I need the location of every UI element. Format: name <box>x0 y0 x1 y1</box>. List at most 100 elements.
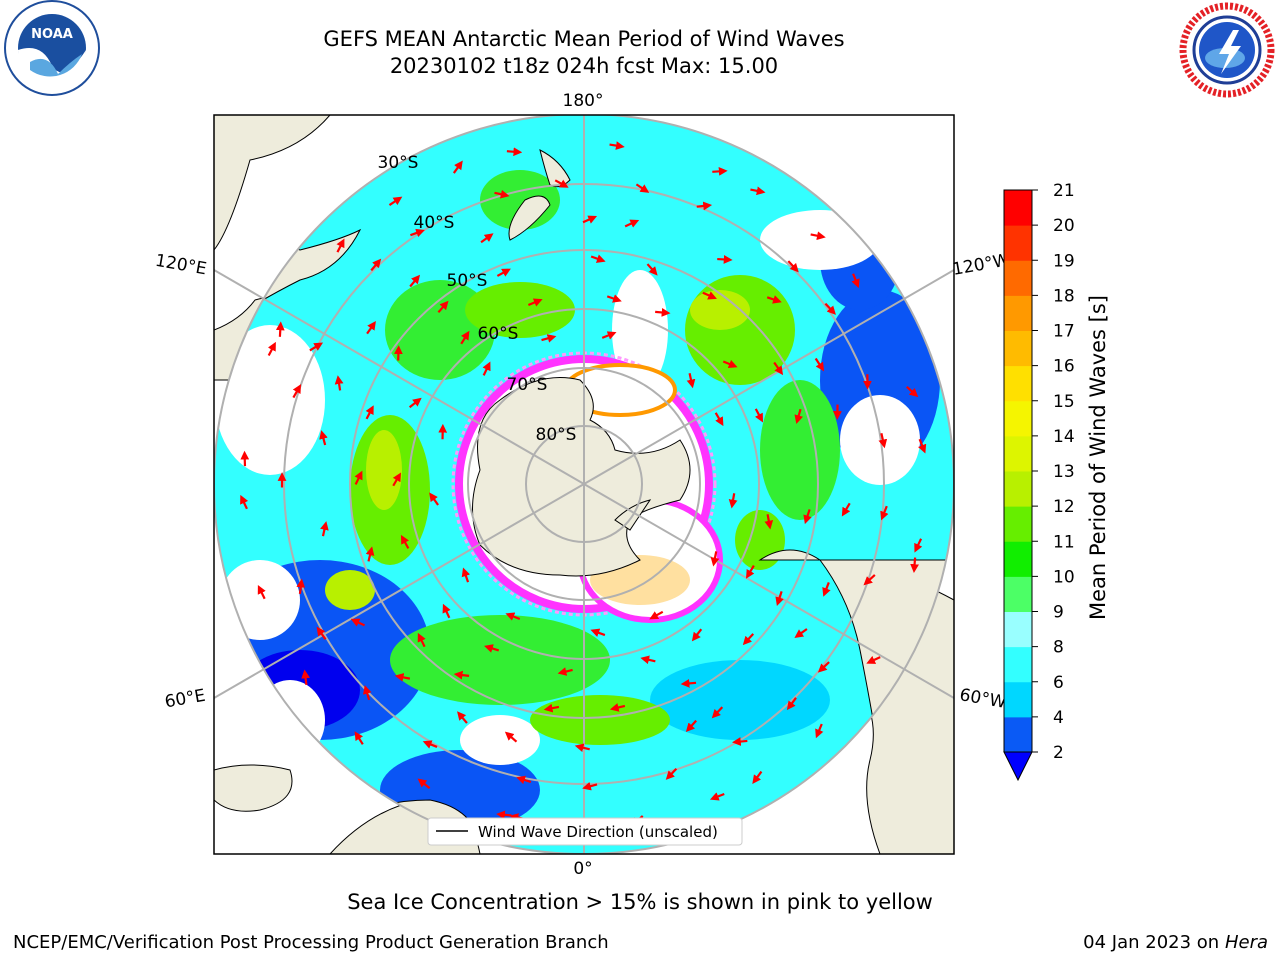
wave-direction-arrow <box>640 655 656 665</box>
wave-direction-arrow <box>275 321 285 337</box>
wave-direction-arrow <box>754 408 764 423</box>
wave-direction-arrow <box>794 628 808 639</box>
wave-direction-arrow <box>442 603 451 619</box>
wave-direction-arrow <box>574 743 590 753</box>
wave-direction-arrow <box>506 147 523 157</box>
lon-label-top: 180° <box>563 91 604 111</box>
colorbar-segment <box>1004 681 1032 718</box>
wave-direction-arrow <box>400 534 410 549</box>
wave-direction-arrow <box>496 268 511 277</box>
nws-logo <box>1179 2 1275 98</box>
wave-direction-arrow <box>649 610 664 620</box>
colorbar-segment <box>1004 506 1032 542</box>
noaa-logo-text: NOAA <box>31 27 73 42</box>
latitude-labels: 30°S 40°S 50°S 60°S 70°S 80°S <box>378 153 577 445</box>
colorbar: 2 4 6 8 9 10 11 12 13 14 15 16 17 18 19 20 21 <box>1003 181 1075 782</box>
wave-direction-arrow <box>590 628 606 637</box>
lat-label-60: 60°S <box>478 324 519 344</box>
colorbar-tick-label: 14 <box>1053 427 1075 447</box>
wave-direction-arrow <box>711 706 724 719</box>
wave-direction-arrow <box>717 255 733 264</box>
lat-label-40: 40°S <box>414 213 455 233</box>
colorbar-tick-label: 18 <box>1053 286 1075 306</box>
wave-direction-arrow <box>460 330 470 345</box>
wave-direction-arrow <box>824 302 836 315</box>
colorbar-tick-label: 6 <box>1053 673 1064 693</box>
wave-direction-arrow <box>505 612 521 621</box>
colorbar-segment <box>1004 295 1032 331</box>
colorbar-segment <box>1004 190 1032 226</box>
colorbar-segment <box>1004 400 1032 437</box>
wind-wave-arrows <box>240 141 927 827</box>
wave-direction-arrow <box>709 792 725 801</box>
colorbar-segment <box>1004 646 1032 683</box>
wave-direction-arrow <box>543 703 560 713</box>
footer-date: 04 Jan 2023 on Hera <box>1083 932 1268 953</box>
wave-direction-arrow <box>773 361 784 376</box>
wave-direction-arrow <box>655 308 671 317</box>
wave-direction-arrow <box>775 591 784 607</box>
wave-direction-arrow <box>745 564 755 579</box>
wave-direction-arrow <box>309 342 324 352</box>
colorbar-segment <box>1004 716 1032 753</box>
wave-direction-arrow <box>646 263 658 276</box>
wave-direction-arrow <box>686 373 696 389</box>
wave-direction-arrow <box>590 254 606 263</box>
wave-direction-arrow <box>437 300 449 314</box>
wave-direction-arrow <box>365 405 374 420</box>
lon-label-left-lower: 60°E <box>163 686 207 713</box>
wave-direction-arrow <box>742 633 755 646</box>
wave-direction-arrow <box>814 357 825 372</box>
wave-direction-arrow <box>712 166 728 176</box>
wave-direction-arrow <box>370 258 382 272</box>
wave-direction-arrow <box>918 438 927 454</box>
wave-direction-arrow <box>482 361 491 376</box>
colorbar-under-arrow <box>1003 751 1033 782</box>
wave-direction-arrow <box>452 160 463 174</box>
lat-label-30: 30°S <box>378 153 419 173</box>
wave-direction-arrow <box>422 740 438 749</box>
wave-direction-arrow <box>906 386 919 398</box>
colorbar-segment <box>1004 611 1032 648</box>
wave-direction-arrow <box>417 632 426 648</box>
colorbar-tick-label: 13 <box>1053 462 1075 482</box>
wave-direction-arrow <box>527 298 543 307</box>
wave-direction-arrow <box>461 567 471 583</box>
wave-direction-arrow <box>710 551 720 567</box>
footer-machine-name: Hera <box>1224 932 1268 953</box>
map-plot-area: Wind Wave Direction (unscaled) <box>214 115 954 854</box>
wave-direction-arrow <box>609 141 625 150</box>
wave-direction-arrow <box>240 494 249 510</box>
wave-direction-arrow <box>320 521 329 537</box>
lon-label-right-lower: 60°W <box>958 685 1008 713</box>
wave-direction-arrow <box>410 228 425 238</box>
wave-direction-arrow <box>541 334 557 343</box>
map-frame <box>213 114 955 855</box>
colorbar-segment <box>1004 225 1032 261</box>
footer-date-text: 04 Jan 2023 on <box>1083 932 1225 953</box>
wave-direction-arrow <box>484 644 500 653</box>
colorbar-tick-label: 19 <box>1053 251 1075 271</box>
colorbar-tick-label: 2 <box>1053 743 1064 763</box>
wave-direction-arrow <box>392 472 402 487</box>
wave-direction-arrow <box>851 273 860 289</box>
wave-direction-arrow <box>350 618 366 627</box>
colorbar-tick-label: 16 <box>1053 357 1075 377</box>
wave-direction-arrow <box>794 408 803 424</box>
colorbar-tick-label: 4 <box>1053 708 1064 728</box>
lon-label-right-upper: 120°W <box>951 250 1012 280</box>
wave-direction-arrow <box>334 375 344 391</box>
wave-direction-arrow <box>504 731 518 743</box>
wave-direction-arrow <box>815 723 824 739</box>
wave-direction-arrow <box>354 470 363 485</box>
wave-direction-arrow <box>494 189 510 199</box>
sea-ice-caption: Sea Ice Concentration > 15% is shown in … <box>347 890 933 914</box>
chart-title: GEFS MEAN Antarctic Mean Period of Wind … <box>214 26 954 80</box>
wave-direction-arrow <box>750 186 766 196</box>
wave-direction-arrow <box>394 673 411 682</box>
colorbar-tick-label: 11 <box>1053 532 1075 552</box>
wave-direction-arrow <box>319 430 328 446</box>
lat-label-70: 70°S <box>507 375 548 395</box>
wave-direction-arrow <box>786 697 797 711</box>
